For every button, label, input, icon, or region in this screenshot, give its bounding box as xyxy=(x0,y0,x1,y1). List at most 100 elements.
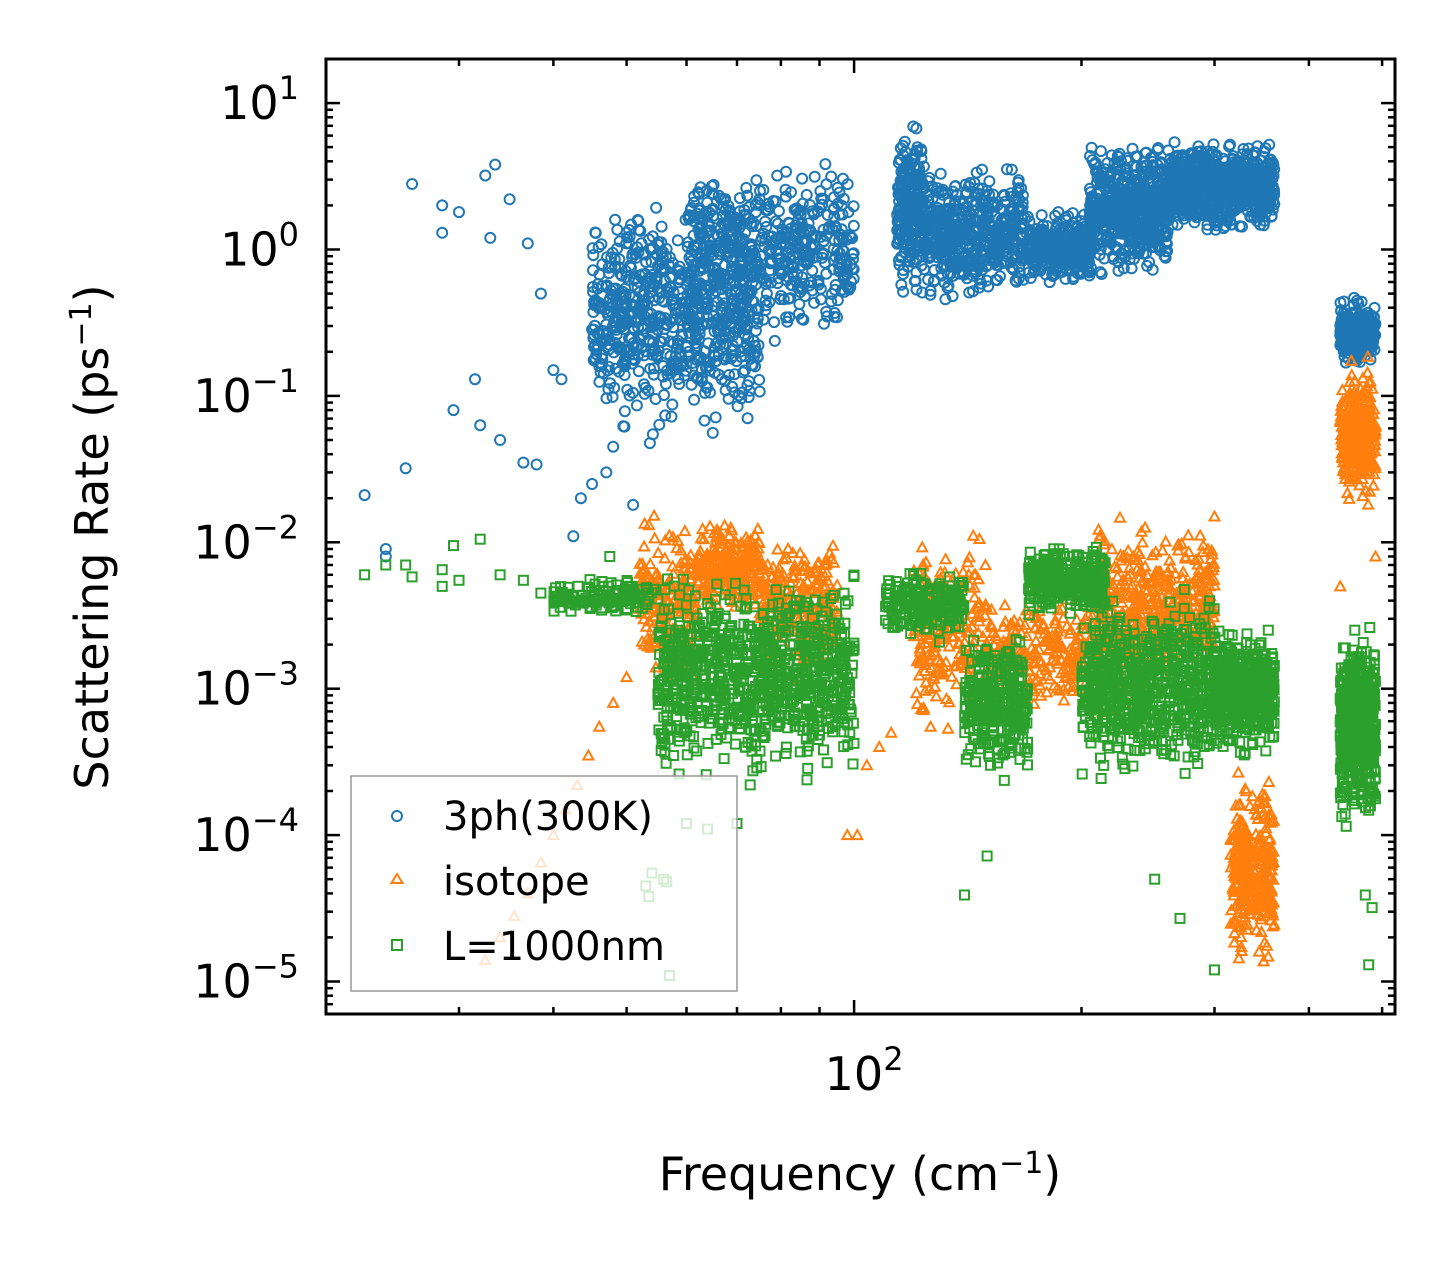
point-3ph xyxy=(658,323,671,335)
point-3ph xyxy=(670,356,683,369)
point-3ph xyxy=(719,374,732,387)
point-3ph xyxy=(938,236,951,249)
point-3ph xyxy=(746,295,759,307)
point-3ph xyxy=(833,186,846,199)
point-3ph xyxy=(811,250,824,263)
point-3ph xyxy=(784,292,797,305)
point-3ph xyxy=(642,384,655,397)
point-3ph xyxy=(681,339,694,352)
point-3ph xyxy=(899,145,912,158)
point-3ph xyxy=(922,273,935,286)
point-3ph xyxy=(741,412,754,425)
point-3ph xyxy=(687,278,700,291)
point-3ph xyxy=(833,234,846,247)
point-3ph xyxy=(804,240,817,253)
point-3ph xyxy=(672,264,684,277)
point-3ph xyxy=(847,272,860,285)
point-3ph xyxy=(1012,174,1025,187)
point-3ph xyxy=(618,405,631,418)
point-3ph xyxy=(717,194,730,207)
point-3ph xyxy=(695,210,708,223)
point-3ph xyxy=(767,195,780,207)
point-3ph xyxy=(967,263,980,276)
point-3ph xyxy=(604,292,616,305)
point-3ph xyxy=(613,343,626,356)
point-3ph xyxy=(822,222,835,235)
point-3ph xyxy=(938,204,951,217)
point-3ph xyxy=(789,228,802,241)
point-3ph xyxy=(951,234,964,247)
point-3ph xyxy=(609,362,622,375)
point-3ph xyxy=(680,341,693,354)
point-3ph xyxy=(772,217,784,230)
point-3ph xyxy=(899,192,912,205)
point-3ph xyxy=(704,386,716,399)
point-3ph xyxy=(691,351,704,364)
point-3ph xyxy=(640,256,653,269)
point-3ph xyxy=(928,223,940,236)
point-3ph xyxy=(754,272,767,284)
point-3ph xyxy=(989,273,1002,286)
point-3ph xyxy=(664,335,677,348)
point-3ph xyxy=(646,241,659,254)
point-3ph xyxy=(675,328,688,341)
point-3ph xyxy=(746,220,759,233)
point-3ph xyxy=(750,174,763,187)
point-3ph xyxy=(661,282,674,295)
point-3ph xyxy=(997,203,1010,216)
point-3ph xyxy=(818,317,830,330)
point-3ph xyxy=(643,333,656,346)
point-3ph xyxy=(591,282,604,295)
point-3ph xyxy=(698,414,711,427)
point-3ph xyxy=(707,188,720,201)
point-3ph xyxy=(915,259,928,272)
point-3ph xyxy=(820,305,833,318)
point-3ph xyxy=(699,279,712,292)
point-3ph xyxy=(655,220,668,233)
point-3ph xyxy=(698,296,711,309)
point-3ph xyxy=(786,266,799,279)
point-3ph xyxy=(759,233,772,245)
point-3ph xyxy=(667,286,680,299)
point-3ph xyxy=(842,206,855,219)
point-3ph xyxy=(618,302,631,315)
point-3ph xyxy=(963,286,976,299)
point-3ph xyxy=(781,315,794,328)
point-3ph xyxy=(684,204,697,216)
point-3ph xyxy=(619,298,632,311)
point-3ph xyxy=(951,188,964,201)
point-3ph xyxy=(754,265,767,278)
point-3ph xyxy=(924,284,937,297)
point-3ph xyxy=(586,242,599,255)
point-3ph xyxy=(744,346,756,359)
point-3ph xyxy=(816,198,829,211)
point-3ph xyxy=(791,242,804,255)
point-3ph xyxy=(939,293,952,306)
point-3ph xyxy=(649,393,662,405)
point-3ph xyxy=(1016,212,1029,225)
point-3ph xyxy=(605,300,618,313)
point-3ph xyxy=(736,290,749,303)
point-3ph xyxy=(973,256,986,269)
point-3ph xyxy=(825,170,838,183)
point-3ph xyxy=(728,299,741,312)
point-3ph xyxy=(968,177,981,189)
point-3ph xyxy=(646,230,659,243)
point-3ph xyxy=(1001,163,1013,176)
point-3ph xyxy=(587,249,600,262)
point-3ph xyxy=(741,189,754,202)
point-3ph xyxy=(947,250,960,263)
point-3ph xyxy=(901,240,914,252)
point-3ph xyxy=(699,246,712,259)
point-3ph xyxy=(618,322,631,335)
point-3ph xyxy=(742,253,755,266)
point-3ph xyxy=(708,280,721,293)
point-3ph xyxy=(627,386,639,399)
point-3ph xyxy=(970,214,983,227)
point-3ph xyxy=(673,378,686,390)
point-3ph xyxy=(717,269,730,282)
point-3ph xyxy=(671,334,684,347)
point-3ph xyxy=(934,225,946,238)
point-3ph xyxy=(892,226,905,239)
point-3ph xyxy=(700,184,713,197)
